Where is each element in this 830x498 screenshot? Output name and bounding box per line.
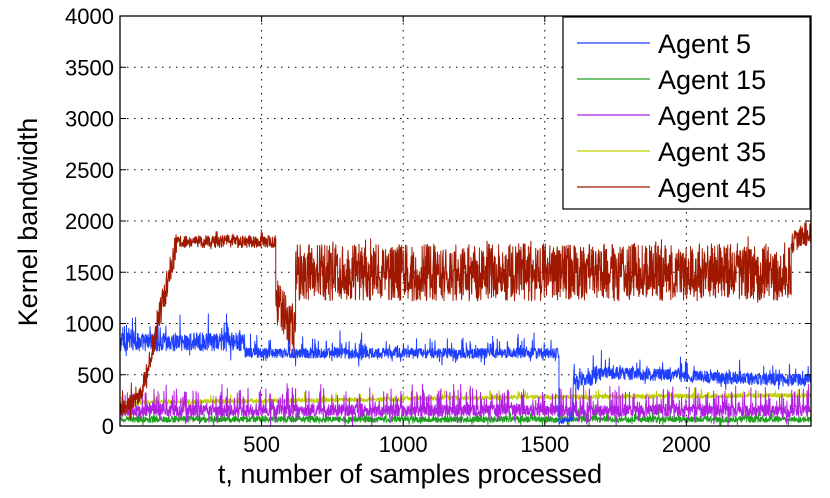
- series-line-agent-45: [119, 221, 812, 420]
- y-tick-label: 3000: [65, 107, 114, 132]
- legend: Agent 5 Agent 15 Agent 25 Agent 35 Agent 45: [562, 16, 811, 210]
- x-tick-label: 2000: [662, 432, 711, 457]
- series-layer: [119, 221, 812, 426]
- x-tick-label: 1500: [520, 432, 569, 457]
- series-line-agent-5: [119, 313, 812, 425]
- x-tick-label: 1000: [379, 432, 428, 457]
- y-tick-label: 1500: [65, 260, 114, 285]
- x-axis-title: t, number of samples processed: [218, 459, 602, 489]
- legend-label-agent-25: Agent 25: [658, 101, 766, 131]
- y-tick-label: 0: [102, 414, 114, 439]
- y-tick-label: 500: [77, 363, 114, 388]
- y-tick-label: 3500: [65, 55, 114, 80]
- legend-label-agent-5: Agent 5: [658, 29, 751, 59]
- axis-ticks: 500 1000 1500 2000 0 500 1000 1500 2000 2500 3000 3…: [65, 4, 811, 457]
- y-tick-label: 4000: [65, 4, 114, 29]
- legend-label-agent-35: Agent 35: [658, 137, 766, 167]
- legend-box: [562, 16, 811, 210]
- y-tick-label: 2500: [65, 158, 114, 183]
- legend-label-agent-45: Agent 45: [658, 173, 766, 203]
- series-line-agent-15: [119, 405, 812, 426]
- y-tick-label: 2000: [65, 209, 114, 234]
- legend-label-agent-15: Agent 15: [658, 65, 766, 95]
- y-tick-label: 1000: [65, 312, 114, 337]
- y-axis-title: Kernel bandwidth: [13, 118, 43, 327]
- x-tick-label: 500: [243, 432, 280, 457]
- series-line-agent-25: [119, 383, 812, 426]
